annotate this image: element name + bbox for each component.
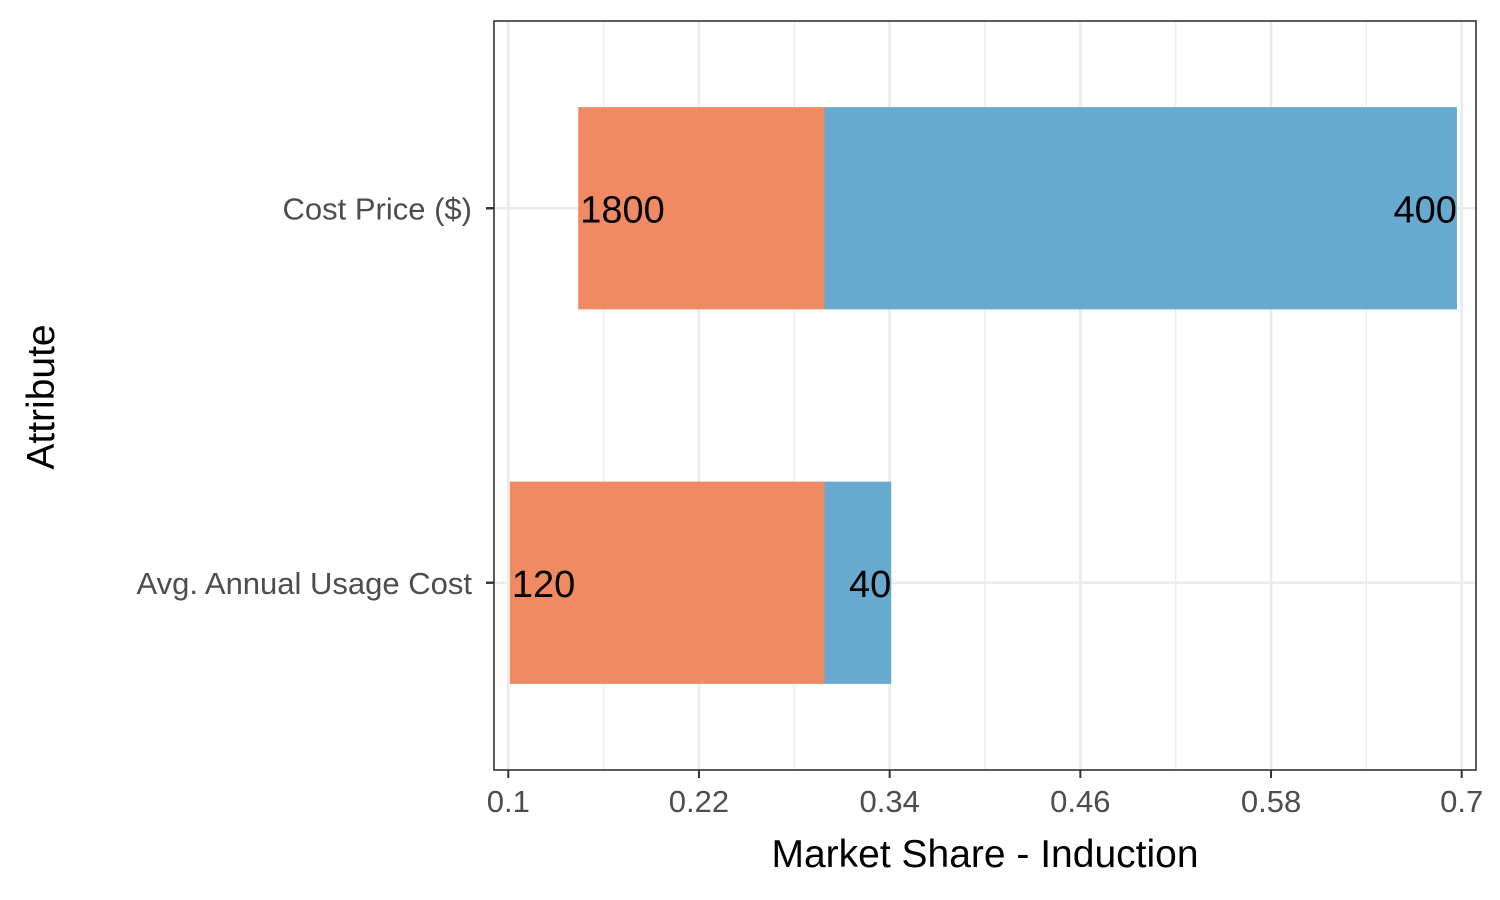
y-axis-title: Attribute bbox=[20, 324, 63, 469]
data-label-high: 400 bbox=[1394, 189, 1457, 231]
x-tick-label: 0.22 bbox=[669, 784, 729, 819]
panel-border bbox=[493, 20, 1477, 771]
bar-low-segment bbox=[509, 481, 825, 684]
bar-low-segment bbox=[578, 107, 825, 310]
bar-high-segment bbox=[824, 107, 1457, 310]
x-axis: 0.1 0.22 0.34 0.46 0.58 0.7 bbox=[487, 770, 1483, 819]
data-label-low: 120 bbox=[512, 564, 575, 606]
x-tick-label: 0.58 bbox=[1241, 784, 1301, 819]
data-label-high: 40 bbox=[849, 564, 891, 606]
x-tick-label: 0.46 bbox=[1050, 784, 1110, 819]
y-tick-label: Avg. Annual Usage Cost bbox=[137, 566, 473, 601]
x-tick-label: 0.1 bbox=[487, 784, 530, 819]
x-axis-title: Market Share - Induction bbox=[771, 833, 1198, 876]
x-tick-label: 0.34 bbox=[859, 784, 919, 819]
bar-high-segment bbox=[824, 481, 892, 684]
data-label-low: 1800 bbox=[580, 189, 665, 231]
y-axis: Cost Price ($) Avg. Annual Usage Cost bbox=[137, 191, 494, 601]
bars: 1800 400 120 40 bbox=[509, 107, 1457, 684]
x-tick-label: 0.7 bbox=[1440, 784, 1483, 819]
y-tick-label: Cost Price ($) bbox=[283, 191, 472, 226]
